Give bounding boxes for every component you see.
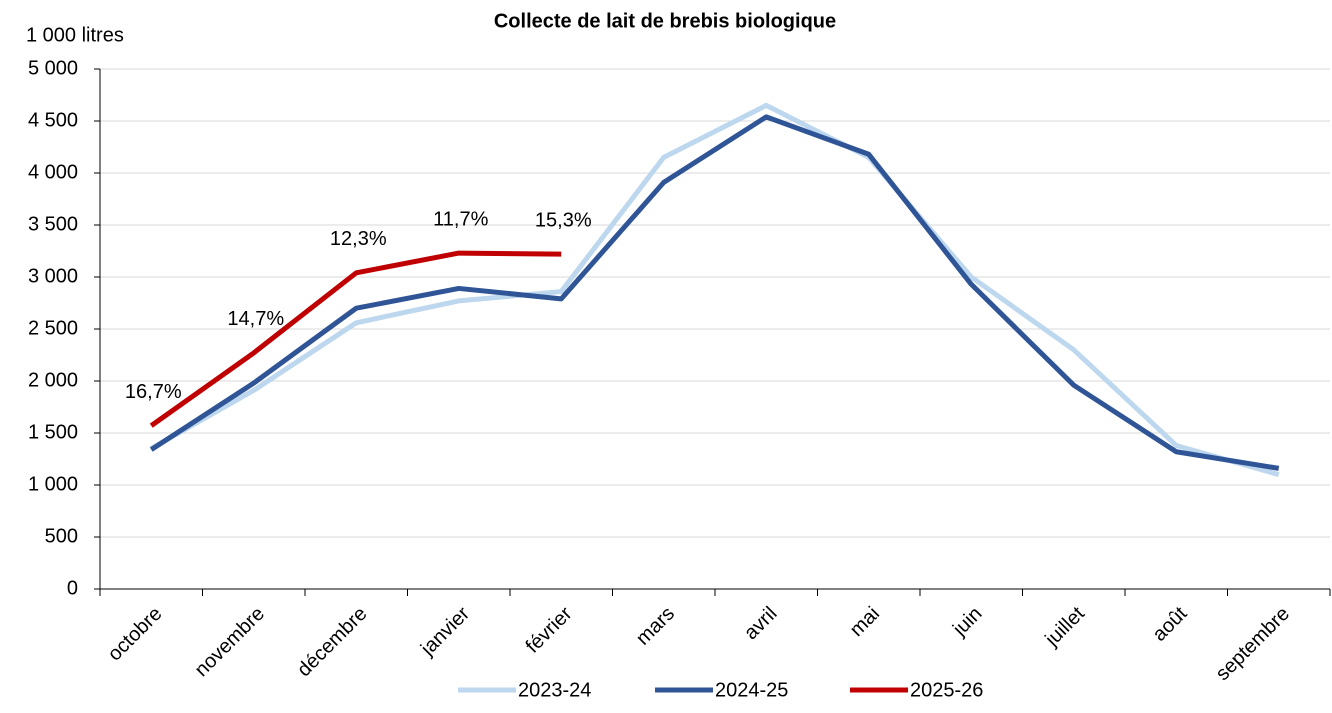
line-series xyxy=(150,102,1280,478)
line-series xyxy=(149,114,1280,471)
x-tick-label: février xyxy=(522,602,577,657)
x-tick-label: mars xyxy=(632,603,679,650)
annotation: 14,7% xyxy=(227,308,284,330)
y-axis-label: 1 000 litres xyxy=(26,24,124,46)
annotation: 11,7% xyxy=(433,208,488,230)
y-tick-label: 0 xyxy=(67,577,78,599)
x-tick-label: mai xyxy=(846,603,884,641)
x-tick-label: septembre xyxy=(1212,603,1294,685)
x-tick-label: juin xyxy=(948,603,986,641)
y-tick-label: 1 000 xyxy=(28,473,78,495)
y-tick-label: 500 xyxy=(45,525,78,547)
y-tick-label: 1 500 xyxy=(28,421,78,443)
y-tick-label: 4 000 xyxy=(28,161,78,183)
y-tick-label: 2 500 xyxy=(28,317,78,339)
legend-label: 2023-24 xyxy=(518,679,591,701)
annotation: 12,3% xyxy=(330,228,387,250)
x-tick-label: octobre xyxy=(104,603,167,666)
legend-label: 2025-26 xyxy=(910,679,983,701)
y-tick-label: 3 500 xyxy=(28,213,78,235)
x-tick-label: janvier xyxy=(416,602,474,660)
x-tick-label: avril xyxy=(740,603,781,644)
annotation: 16,7% xyxy=(125,381,182,403)
x-tick-label: décembre xyxy=(293,603,371,681)
legend-label: 2024-25 xyxy=(715,679,788,701)
y-tick-label: 4 500 xyxy=(28,109,78,131)
x-tick-label: novembre xyxy=(191,603,269,681)
y-tick-label: 2 000 xyxy=(28,369,78,391)
y-tick-label: 3 000 xyxy=(28,265,78,287)
chart-title: Collecte de lait de brebis biologique xyxy=(494,10,836,32)
x-tick-label: juillet xyxy=(1041,602,1090,651)
y-tick-label: 5 000 xyxy=(28,57,78,79)
x-tick-label: août xyxy=(1148,602,1191,645)
line-series xyxy=(149,250,562,428)
annotation: 15,3% xyxy=(535,209,592,231)
